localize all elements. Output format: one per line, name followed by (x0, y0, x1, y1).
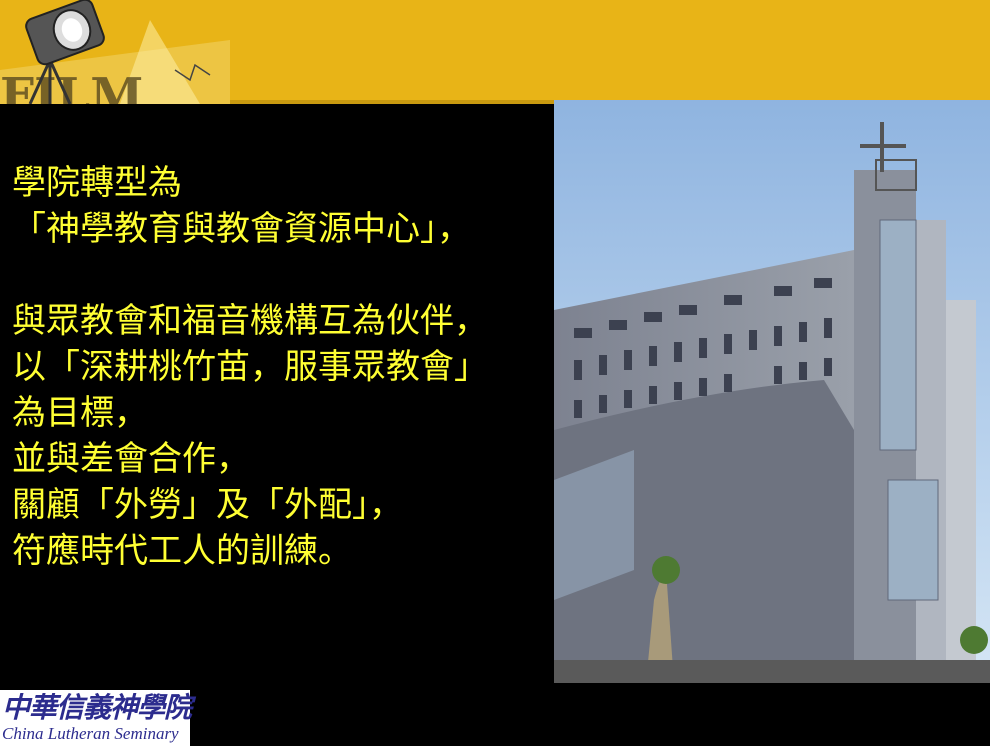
logo-english-name: China Lutheran Seminary (2, 724, 179, 743)
text-line: 學院轉型為 (12, 163, 182, 203)
text-line: 並與差會合作， (12, 439, 250, 479)
text-line: 以「深耕桃竹苗，服事眾教會」 (12, 347, 488, 387)
text-line: 符應時代工人的訓練。 (12, 531, 352, 571)
text-line: 為目標， (12, 393, 148, 433)
header-edge (0, 100, 990, 104)
logo-chinese-name: 中華信義神學院 (2, 691, 192, 724)
text-line: 關顧「外勞」及「外配」， (12, 485, 403, 525)
text-line (12, 252, 488, 298)
text-line: 與眾教會和福音機構互為伙伴， (12, 301, 488, 341)
seminary-building-photo (554, 100, 990, 683)
spotlight-icon (25, 0, 105, 66)
header-banner: FILM (0, 0, 990, 104)
seminary-logo: 中華信義神學院 China Lutheran Seminary (0, 690, 192, 746)
film-letters: FILM (0, 68, 143, 104)
film-spotlight-graphic: FILM (0, 0, 230, 104)
text-line: 「神學教育與教會資源中心」， (12, 209, 471, 249)
slide-body-text: 學院轉型為 「神學教育與教會資源中心」， 與眾教會和福音機構互為伙伴， 以「深耕… (12, 160, 488, 574)
